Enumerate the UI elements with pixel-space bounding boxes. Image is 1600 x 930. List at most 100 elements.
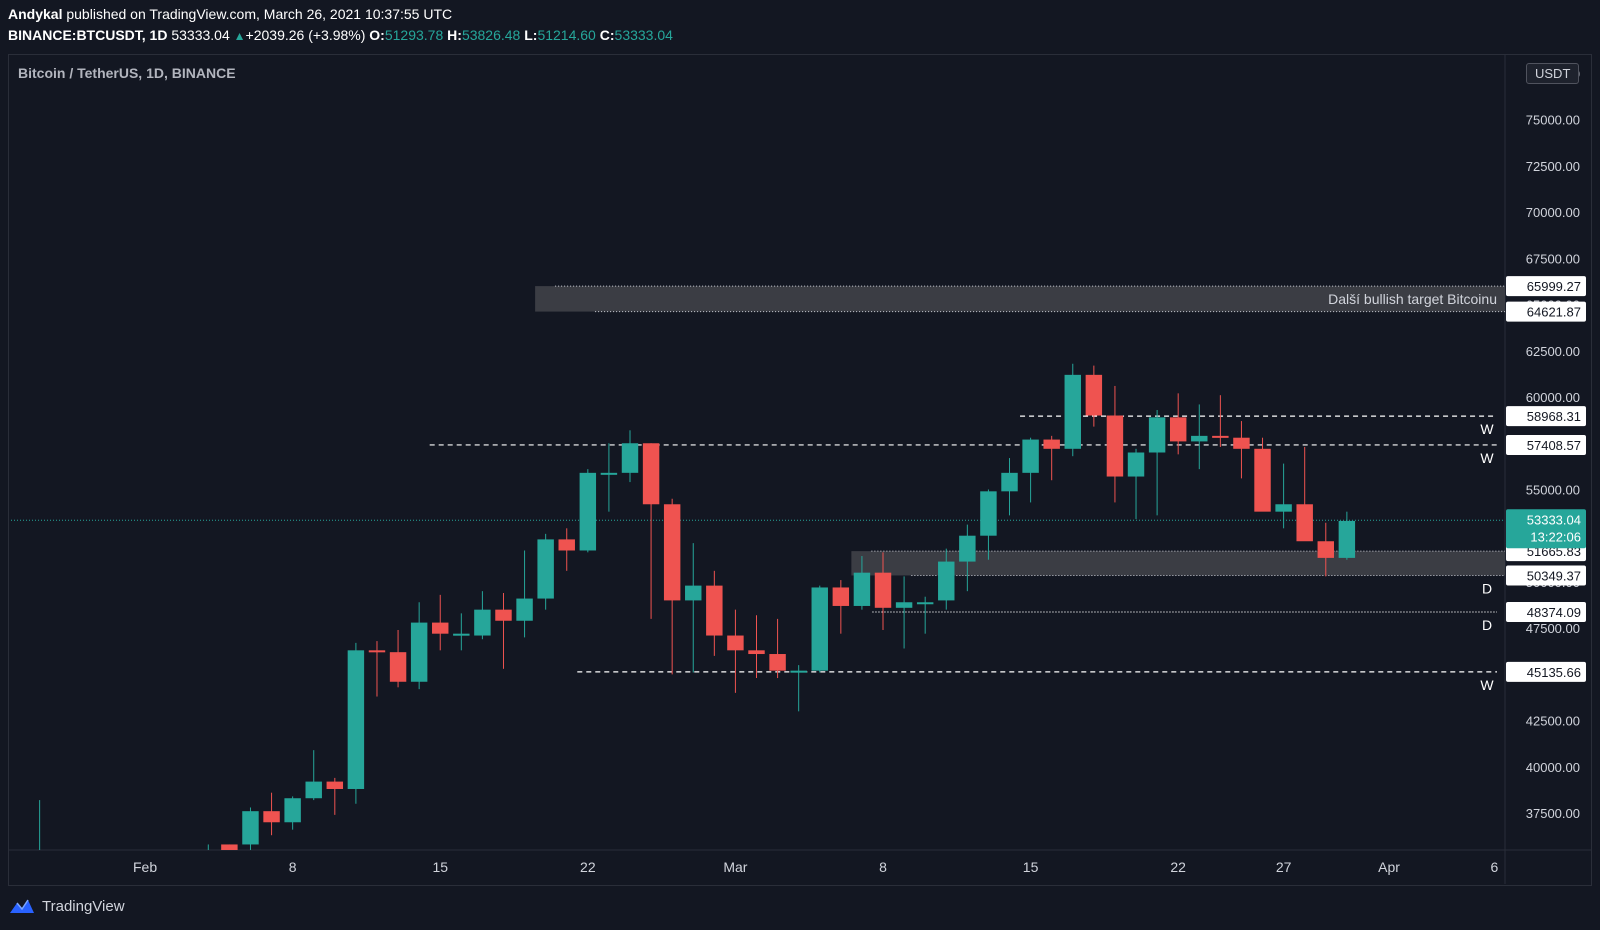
zone-label: Další bullish target Bitcoinu <box>1328 291 1497 307</box>
candle-body[interactable] <box>1148 417 1166 453</box>
price-change: +2039.26 (+3.98%) <box>245 27 366 43</box>
x-tick-label: Feb <box>133 859 157 875</box>
y-tick-label: 75000.00 <box>1526 113 1580 128</box>
y-tick-label: 37500.00 <box>1526 806 1580 821</box>
candle-body[interactable] <box>453 633 470 636</box>
candle-body[interactable] <box>706 585 723 636</box>
high-value: 53826.48 <box>461 27 521 43</box>
candle-body[interactable] <box>895 602 913 608</box>
candle-body[interactable] <box>579 472 597 551</box>
candle-body[interactable] <box>1127 452 1145 477</box>
level-price-label-box[interactable] <box>1506 601 1586 622</box>
x-tick-label: 15 <box>1023 859 1039 875</box>
zone-price-label-box[interactable] <box>1506 565 1586 586</box>
zone-price-label-box[interactable] <box>1506 276 1586 297</box>
x-tick-label: 22 <box>580 859 596 875</box>
candle-body[interactable] <box>347 650 365 789</box>
candle-body[interactable] <box>811 587 828 671</box>
zone-price-label: 64621.87 <box>1527 305 1581 320</box>
last-price: 53333.04 <box>171 27 230 43</box>
candle-body[interactable] <box>790 670 807 673</box>
current-price-box[interactable] <box>1506 509 1586 549</box>
candle-body[interactable] <box>516 598 533 621</box>
candle-body[interactable] <box>1085 374 1103 416</box>
candle-body[interactable] <box>748 650 765 655</box>
candle-body[interactable] <box>1296 504 1313 542</box>
candle-body[interactable] <box>558 539 575 551</box>
candle-body[interactable] <box>727 635 744 651</box>
candle-body[interactable] <box>495 609 512 621</box>
candle-body[interactable] <box>242 811 259 845</box>
current-price-label: 53333.04 <box>1527 512 1581 527</box>
candle-body[interactable] <box>432 622 449 634</box>
candle-body[interactable] <box>1233 437 1250 449</box>
candle-body[interactable] <box>1338 520 1356 558</box>
level-price-label: 45135.66 <box>1527 665 1581 680</box>
candle-body[interactable] <box>410 622 428 682</box>
open-value: 51293.78 <box>384 27 444 43</box>
candle-body[interactable] <box>685 585 702 601</box>
candle-body[interactable] <box>1212 435 1229 438</box>
candle-body[interactable] <box>1022 439 1039 473</box>
zone-price-label: 65999.27 <box>1527 279 1581 294</box>
candle-body[interactable] <box>916 602 934 605</box>
level-price-label-box[interactable] <box>1506 661 1586 682</box>
x-tick-label: 8 <box>879 859 887 875</box>
candle-body[interactable] <box>326 781 344 789</box>
candle-body[interactable] <box>221 844 238 850</box>
level-price-label-box[interactable] <box>1506 406 1586 427</box>
candle-body[interactable] <box>284 798 301 823</box>
candle-body[interactable] <box>663 504 681 601</box>
y-tick-label: 42500.00 <box>1526 714 1580 729</box>
candle-body[interactable] <box>1001 472 1018 492</box>
candle-body[interactable] <box>621 443 639 473</box>
chart-frame <box>8 54 1592 886</box>
chart-title: Bitcoin / TetherUS, 1D, BINANCE <box>18 65 236 81</box>
candle-body[interactable] <box>263 811 280 823</box>
level-price-label: 58968.31 <box>1527 409 1581 424</box>
candle-body[interactable] <box>1275 504 1292 512</box>
candle-body[interactable] <box>1169 417 1187 442</box>
y-tick-label: 40000.00 <box>1526 760 1580 775</box>
zone-rect[interactable] <box>535 286 1505 312</box>
level-price-label-box[interactable] <box>1506 434 1586 455</box>
candle-body[interactable] <box>600 472 618 475</box>
publish-info: Andykal published on TradingView.com, Ma… <box>8 6 452 22</box>
level-price-label: 48374.09 <box>1527 605 1581 620</box>
candle-body[interactable] <box>305 781 322 799</box>
candle-body[interactable] <box>1106 415 1124 477</box>
candle-body[interactable] <box>853 572 871 606</box>
candle-body[interactable] <box>980 491 997 536</box>
candle-body[interactable] <box>1064 374 1081 449</box>
candle-body[interactable] <box>537 539 554 599</box>
candle-body[interactable] <box>1254 448 1271 512</box>
candle-body[interactable] <box>1317 541 1335 558</box>
author-name[interactable]: Andykal <box>8 6 63 22</box>
level-tag: D <box>1482 580 1492 596</box>
currency-badge[interactable]: USDT <box>1526 63 1580 84</box>
zone-price-label-box[interactable] <box>1506 301 1586 322</box>
candle-body[interactable] <box>1191 435 1208 442</box>
candle-body[interactable] <box>642 443 660 505</box>
candle-body[interactable] <box>959 535 976 562</box>
up-triangle-icon: ▲ <box>233 29 246 43</box>
x-tick-label: 15 <box>432 859 448 875</box>
candle-body[interactable] <box>368 650 386 653</box>
x-tick-label: 6 <box>1491 859 1499 875</box>
candle-body[interactable] <box>769 654 786 671</box>
candle-body[interactable] <box>1043 439 1060 449</box>
countdown-label: 13:22:06 <box>1530 529 1581 544</box>
candle-body[interactable] <box>938 561 955 601</box>
y-tick-label: 62500.00 <box>1526 344 1580 359</box>
candle-body[interactable] <box>832 587 850 606</box>
symbol-name[interactable]: BINANCE:BTCUSDT, 1D <box>8 27 168 43</box>
candle-body[interactable] <box>474 609 491 636</box>
level-tag: W <box>1480 450 1494 466</box>
candle-body[interactable] <box>389 652 407 682</box>
level-price-label: 57408.57 <box>1527 438 1581 453</box>
candle-body[interactable] <box>874 572 892 608</box>
x-tick-label: Mar <box>723 859 747 875</box>
footer-brand[interactable]: TradingView <box>8 897 125 915</box>
tradingview-logo-icon <box>10 899 34 913</box>
